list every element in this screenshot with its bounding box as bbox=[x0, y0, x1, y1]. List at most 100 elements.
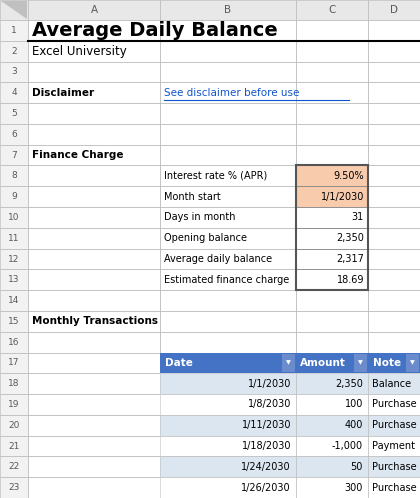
Bar bbox=[160, 374, 296, 394]
Bar bbox=[296, 228, 368, 249]
Bar bbox=[28, 311, 160, 332]
Text: 1/11/2030: 1/11/2030 bbox=[241, 420, 291, 430]
Bar bbox=[0, 374, 28, 394]
Bar bbox=[296, 415, 368, 436]
Text: A: A bbox=[90, 5, 97, 15]
Bar bbox=[28, 0, 160, 20]
Bar bbox=[296, 165, 368, 290]
Bar bbox=[0, 290, 28, 311]
Bar bbox=[282, 354, 295, 373]
Bar bbox=[0, 311, 28, 332]
Bar bbox=[160, 249, 296, 269]
Bar bbox=[160, 332, 296, 353]
Text: -1,000: -1,000 bbox=[332, 441, 363, 451]
Bar bbox=[0, 436, 28, 457]
Bar bbox=[160, 394, 296, 415]
Bar bbox=[368, 124, 420, 145]
Bar bbox=[296, 228, 368, 249]
Bar bbox=[28, 62, 160, 82]
Bar bbox=[368, 269, 420, 290]
Bar bbox=[28, 436, 160, 457]
Bar bbox=[28, 374, 160, 394]
Text: 1/1/2030: 1/1/2030 bbox=[248, 378, 291, 389]
Bar bbox=[28, 374, 160, 394]
Bar bbox=[160, 477, 296, 498]
Bar bbox=[368, 332, 420, 353]
Bar bbox=[368, 165, 420, 186]
Bar bbox=[160, 269, 296, 290]
Text: Disclaimer: Disclaimer bbox=[32, 88, 94, 98]
Bar bbox=[160, 207, 296, 228]
Text: 400: 400 bbox=[345, 420, 363, 430]
Bar bbox=[296, 41, 368, 62]
Bar bbox=[160, 353, 296, 374]
Bar bbox=[160, 20, 296, 41]
Text: See disclaimer before use: See disclaimer before use bbox=[164, 88, 299, 98]
Bar bbox=[296, 62, 368, 82]
Text: 10: 10 bbox=[8, 213, 20, 222]
Bar bbox=[368, 332, 420, 353]
Bar bbox=[368, 394, 420, 415]
Bar bbox=[160, 0, 296, 20]
Bar bbox=[368, 82, 420, 103]
Bar bbox=[160, 269, 296, 290]
Bar bbox=[296, 165, 368, 186]
Bar bbox=[368, 207, 420, 228]
Bar bbox=[0, 415, 28, 436]
Bar bbox=[160, 20, 296, 41]
Bar bbox=[0, 82, 28, 103]
Bar bbox=[296, 186, 368, 207]
Bar bbox=[296, 394, 368, 415]
Bar bbox=[0, 353, 28, 374]
Bar bbox=[160, 249, 296, 269]
Bar bbox=[0, 103, 28, 124]
Bar bbox=[368, 374, 420, 394]
Bar bbox=[0, 457, 28, 477]
Bar bbox=[0, 394, 28, 415]
Bar bbox=[368, 415, 420, 436]
Bar bbox=[368, 290, 420, 311]
Text: Estimated finance charge: Estimated finance charge bbox=[164, 275, 289, 285]
Bar bbox=[160, 207, 296, 228]
Bar bbox=[28, 124, 160, 145]
Bar bbox=[368, 394, 420, 415]
Bar bbox=[368, 165, 420, 186]
Bar bbox=[296, 457, 368, 477]
Bar bbox=[368, 41, 420, 62]
Bar bbox=[28, 415, 160, 436]
Bar bbox=[368, 457, 420, 477]
Text: Average Daily Balance: Average Daily Balance bbox=[32, 21, 278, 40]
Text: Purchase: Purchase bbox=[372, 462, 417, 472]
Text: Excel University: Excel University bbox=[32, 45, 127, 58]
Bar bbox=[368, 436, 420, 457]
Bar bbox=[368, 124, 420, 145]
Bar bbox=[160, 165, 296, 186]
Bar bbox=[0, 269, 28, 290]
Bar bbox=[296, 457, 368, 477]
Text: 16: 16 bbox=[8, 338, 20, 347]
Text: 1/24/2030: 1/24/2030 bbox=[241, 462, 291, 472]
Bar bbox=[296, 228, 368, 249]
Bar bbox=[28, 228, 160, 249]
Text: 3: 3 bbox=[11, 67, 17, 77]
Bar bbox=[0, 124, 28, 145]
Text: 22: 22 bbox=[8, 462, 20, 471]
Bar bbox=[296, 62, 368, 82]
Bar bbox=[28, 415, 160, 436]
Bar bbox=[0, 82, 28, 103]
Bar bbox=[296, 353, 368, 374]
Bar bbox=[296, 374, 368, 394]
Bar bbox=[0, 41, 28, 62]
Text: Balance: Balance bbox=[372, 378, 411, 389]
Bar bbox=[368, 353, 420, 374]
Text: ▼: ▼ bbox=[410, 361, 415, 366]
Bar bbox=[296, 269, 368, 290]
Bar bbox=[296, 207, 368, 228]
Text: Month start: Month start bbox=[164, 192, 221, 202]
Text: Monthly Transactions: Monthly Transactions bbox=[32, 316, 158, 326]
Bar bbox=[160, 415, 296, 436]
Bar bbox=[0, 394, 28, 415]
Bar bbox=[160, 436, 296, 457]
Bar bbox=[368, 457, 420, 477]
Bar bbox=[160, 457, 296, 477]
